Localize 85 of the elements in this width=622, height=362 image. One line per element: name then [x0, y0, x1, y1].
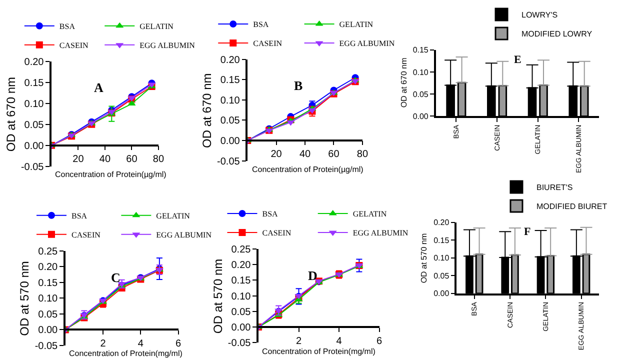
y-tick-label: 0.20	[231, 260, 252, 272]
legend-label: GELATIN	[156, 212, 190, 220]
legend-label: GELATIN	[140, 22, 174, 31]
y-axis-title: OD at 570 nm	[419, 233, 428, 284]
y-axis-title: OD at 670 nm	[200, 73, 214, 148]
y-tick-label: 0.25	[38, 246, 58, 258]
y-tick-label: 0.05	[24, 120, 44, 131]
y-tick-label: 0.10	[24, 98, 44, 110]
legend-label: BIURET'S	[536, 183, 573, 192]
y-axis-title: OD at 670 nm	[399, 57, 408, 108]
legend-label: BSA	[253, 20, 269, 30]
legend-label: CASEIN	[253, 39, 282, 48]
y-tick-label: 0.15	[231, 276, 252, 287]
x-tick-label: 2	[100, 338, 106, 350]
y-tick-label: 0.20	[38, 262, 58, 274]
y-tick-label: 0.10	[434, 254, 450, 263]
x-tick-label: 80	[152, 154, 164, 166]
y-axis-title: OD at 570 nm	[211, 258, 226, 334]
x-tick-label: 40	[299, 149, 312, 160]
y-tick-label: 0.00	[24, 140, 44, 152]
y-tick-label: -0.05	[34, 341, 58, 352]
y-tick-label: 0.10	[38, 294, 58, 305]
y-tick-label: 0.05	[38, 309, 58, 320]
legend-label: BSA	[71, 212, 88, 220]
x-tick-label: 40	[99, 154, 111, 166]
y-tick-label: 0.20	[220, 54, 240, 66]
legend-label: MODIFIED LOWRY	[522, 30, 593, 39]
x-tick-label: 6	[376, 336, 383, 347]
y-tick-label: 0.15	[38, 278, 58, 289]
y-tick-label: -0.05	[228, 338, 252, 350]
legend-label: BSA	[59, 22, 76, 31]
y-tick-label: 0.00	[220, 136, 240, 147]
x-tick-label: 6	[175, 338, 182, 350]
x-tick-label: 4	[336, 336, 342, 347]
legend-label: EGG ALBUMIN	[140, 40, 196, 50]
x-tick-label: 80	[356, 149, 368, 160]
y-tick-label: 0.25	[231, 244, 252, 256]
legend-label: EGG ALBUMIN	[352, 228, 408, 238]
x-tick-label: 2	[296, 336, 302, 347]
y-tick-label: 0.15	[434, 236, 450, 245]
y-tick-label: 0.20	[434, 218, 450, 228]
x-tick-label: 60	[328, 149, 340, 160]
legend-label: CASEIN	[59, 40, 89, 50]
y-tick-label: 0.05	[434, 271, 450, 280]
annotation: C	[111, 270, 120, 285]
x-axis-title: Concentration of Protein(mg/ml)	[69, 349, 183, 358]
y-axis-title: OD at 570 nm	[18, 261, 32, 336]
annotation: D	[308, 268, 318, 283]
y-tick-label: 0.15	[220, 75, 240, 86]
legend-label: MODIFIED BIURET	[536, 202, 608, 212]
x-axis-title: Concentration of Protein(µg/ml)	[55, 170, 167, 179]
legend-label: EGG ALBUMIN	[156, 230, 212, 240]
legend-label: LOWRY'S	[522, 10, 558, 20]
annotation: A	[94, 80, 104, 95]
y-tick-label: 0.00	[412, 112, 429, 122]
legend-label: BSA	[262, 210, 278, 219]
y-tick-label: 0.15	[24, 78, 44, 89]
legend-label: CASEIN	[71, 230, 101, 240]
y-tick-label: 0.00	[434, 289, 450, 298]
legend-label: GELATIN	[339, 20, 374, 30]
x-tick-label: 4	[138, 338, 144, 350]
y-tick-label: 0.10	[231, 291, 252, 302]
x-tick-label: 60	[126, 154, 138, 166]
y-tick-label: 0.20	[24, 56, 44, 68]
legend-label: CASEIN	[262, 228, 292, 238]
y-tick-label: 0.05	[231, 306, 252, 318]
y-tick-label: 0.10	[220, 95, 240, 106]
annotation: B	[294, 78, 303, 93]
y-tick-label: -0.05	[217, 156, 240, 168]
x-axis-title: Concentration of Protein(mg/ml)	[262, 347, 376, 356]
y-axis-title: OD at 670 nm	[4, 76, 18, 152]
y-tick-label: 0.00	[38, 325, 58, 336]
annotation: E	[514, 54, 522, 66]
y-tick-label: -0.05	[20, 162, 44, 173]
x-axis-title: Concentration of Protein(µg/ml)	[252, 165, 364, 174]
annotation: F	[524, 226, 531, 238]
y-tick-label: 0.15	[412, 46, 429, 55]
x-tick-label: 20	[270, 149, 282, 160]
legend-label: GELATIN	[352, 210, 387, 219]
y-tick-label: 0.05	[220, 116, 240, 127]
y-tick-label: 0.00	[231, 322, 252, 334]
y-tick-label: 0.10	[412, 68, 429, 77]
y-tick-label: 0.05	[412, 90, 429, 99]
x-tick-label: 20	[72, 154, 84, 166]
legend-label: EGG ALBUMIN	[339, 39, 395, 48]
